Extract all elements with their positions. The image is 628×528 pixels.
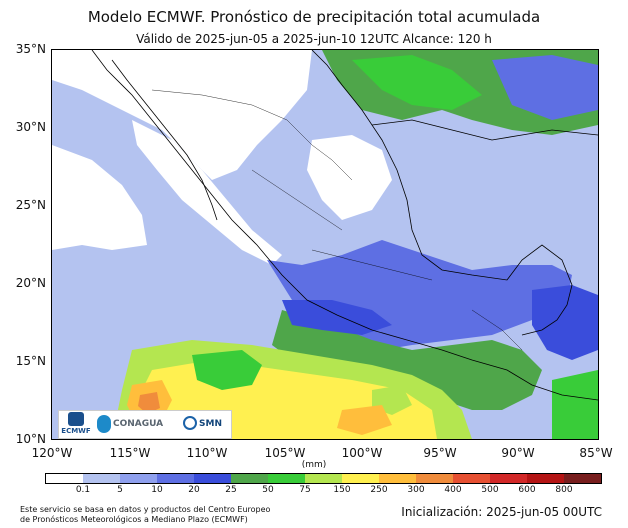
lon-label-85w: 85°W — [579, 446, 613, 460]
green-blob-pacific — [192, 350, 262, 390]
colorbar-segment — [305, 474, 342, 483]
colorbar-segment — [46, 474, 83, 483]
colorbar-segment — [564, 474, 601, 483]
colorbar-segment — [379, 474, 416, 483]
colorbar-tick-label: 800 — [555, 485, 573, 495]
coastlines — [91, 50, 598, 401]
colorbar-segment — [157, 474, 194, 483]
lon-label-95w: 95°W — [423, 446, 457, 460]
colorbar-tick-label: 0.1 — [75, 485, 91, 495]
map-title: Modelo ECMWF. Pronóstico de precipitació… — [87, 8, 541, 26]
lon-label-100w: 100°W — [341, 446, 383, 460]
orange-blob-south — [337, 405, 392, 435]
ecmwf-logo-text: ECMWF — [61, 427, 91, 435]
colorbar-segment — [83, 474, 120, 483]
baja-coastline — [111, 59, 218, 221]
dry-region-north — [52, 50, 312, 180]
colorbar-segment — [490, 474, 527, 483]
blue-field-louisiana — [492, 55, 598, 120]
lat-label-30n: 30°N — [15, 120, 46, 134]
colorbar-segment — [120, 474, 157, 483]
conagua-logo-text: CONAGUA — [113, 419, 164, 429]
colorbar-tick-label: 25 — [225, 485, 237, 495]
blue-field-caribbean — [532, 285, 598, 360]
green-field-south — [272, 310, 542, 410]
colorbar-segment — [342, 474, 379, 483]
green-field-texas — [352, 55, 482, 110]
colorbar-tick-label: 75 — [299, 485, 311, 495]
colorbar-tick-label: 250 — [370, 485, 388, 495]
state-border-3 — [471, 309, 523, 351]
map-canvas — [52, 50, 598, 439]
attribution: Este servicio se basa en datos y product… — [20, 505, 270, 525]
colorbar-tick-label: 10 — [151, 485, 163, 495]
lon-label-105w: 105°W — [264, 446, 306, 460]
colorbar-segment — [416, 474, 453, 483]
lat-label-10n: 10°N — [15, 432, 46, 446]
colorbar-tick-label: 5 — [117, 485, 123, 495]
pacific-coastline — [91, 50, 598, 401]
colorbar-tick-label: 50 — [262, 485, 274, 495]
colorbar-segment — [268, 474, 305, 483]
colorbar-tick-label: 20 — [188, 485, 200, 495]
lon-label-120w: 120°W — [31, 446, 73, 460]
smn-circle-icon — [183, 416, 197, 430]
colorbar-tick-label: 400 — [444, 485, 462, 495]
green-field-southeast — [552, 370, 598, 439]
lon-label-110w: 110°W — [186, 446, 228, 460]
colorbar-unit: (mm) — [301, 460, 327, 470]
dry-region-pacific — [52, 145, 147, 250]
state-border-2 — [311, 249, 433, 281]
logo-strip: ECMWF CONAGUA SMN — [58, 410, 232, 439]
colorbar-tick-label: 500 — [481, 485, 499, 495]
us-gulf-coastline — [371, 119, 598, 141]
borders — [151, 89, 523, 351]
colorbar-tick-label: 600 — [518, 485, 536, 495]
darkorange-blob-pacific — [138, 392, 160, 414]
colorbar-tick-label: 300 — [407, 485, 425, 495]
colorbar-segment — [231, 474, 268, 483]
ecmwf-logo: ECMWF — [59, 411, 93, 438]
conagua-drop-icon — [97, 415, 111, 433]
lat-label-15n: 15°N — [15, 354, 46, 368]
lon-label-90w: 90°W — [501, 446, 535, 460]
colorbar-segment — [527, 474, 564, 483]
colorbar-tick-label: 150 — [333, 485, 351, 495]
smn-logo-text: SMN — [199, 419, 222, 429]
attribution-line-1: Este servicio se basa en datos y product… — [20, 505, 271, 514]
lat-label-20n: 20°N — [15, 276, 46, 290]
colorbar-segment — [453, 474, 490, 483]
us-mexico-border — [151, 89, 353, 181]
precipitation-map — [51, 49, 599, 440]
state-border-1 — [251, 169, 343, 231]
lat-label-25n: 25°N — [15, 198, 46, 212]
gulf-coastline — [311, 50, 573, 336]
colorbar-segment — [194, 474, 231, 483]
lon-label-115w: 115°W — [109, 446, 151, 460]
attribution-line-2: de Pronósticos Meteorológicos a Mediano … — [20, 515, 248, 524]
blue-field-coast — [282, 300, 392, 335]
colorbar — [45, 473, 602, 484]
conagua-logo: CONAGUA — [95, 411, 177, 438]
lat-label-35n: 35°N — [15, 42, 46, 56]
map-subtitle: Válido de 2025-jun-05 a 2025-jun-10 12UT… — [136, 32, 492, 46]
initialization-time: Inicialización: 2025-jun-05 00UTC — [401, 505, 602, 519]
ecmwf-logo-icon — [68, 412, 84, 426]
smn-logo: SMN — [181, 411, 231, 438]
